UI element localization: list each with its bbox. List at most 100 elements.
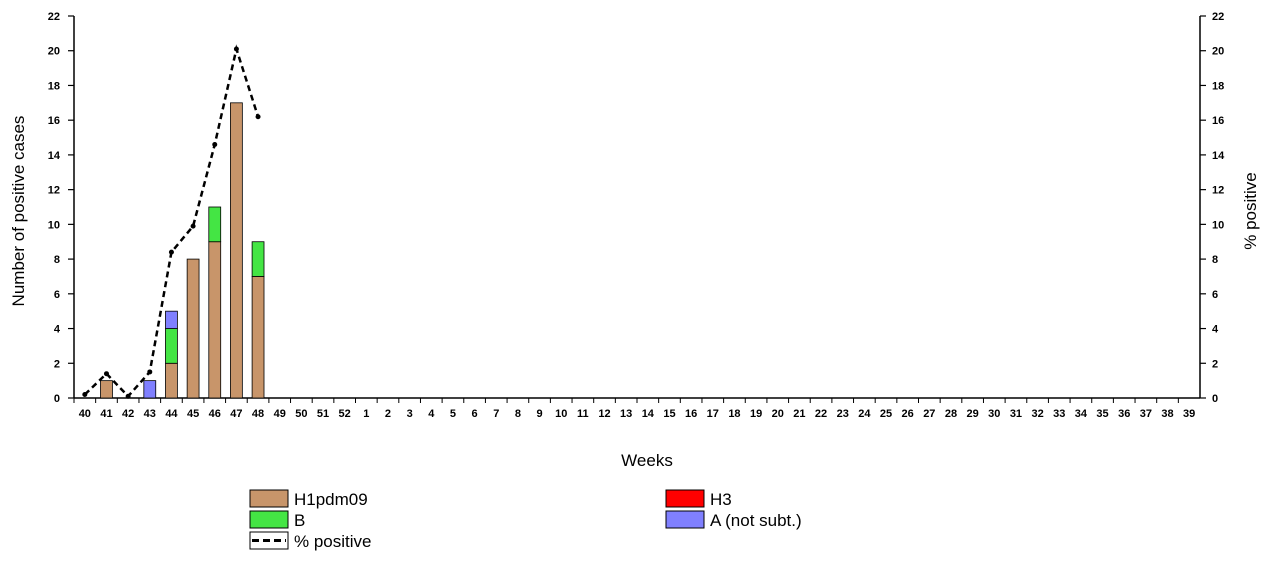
- percent-positive-point: [147, 369, 153, 375]
- bar-h1pdm09: [100, 380, 113, 399]
- percent-positive-point: [255, 114, 261, 120]
- x-tick-label: 37: [1140, 408, 1152, 420]
- y2-tick-label: 16: [1212, 115, 1224, 127]
- bar-b: [208, 206, 222, 243]
- percent-positive-point: [168, 249, 174, 255]
- x-tick-label: 27: [923, 408, 935, 420]
- x-tick-label: 22: [815, 408, 827, 420]
- x-tick-label: 40: [79, 408, 91, 420]
- percent-positive-point: [82, 392, 88, 398]
- x-tick-label: 41: [100, 408, 112, 420]
- x-tick-label: 4: [428, 408, 435, 420]
- x-tick-label: 43: [144, 408, 156, 420]
- x-tick-label: 26: [902, 408, 914, 420]
- y-tick-label: 4: [54, 324, 61, 336]
- legend-swatch-a-not-subt: [665, 510, 705, 529]
- x-tick-label: 11: [577, 408, 589, 420]
- y2-tick-label: 0: [1212, 393, 1218, 405]
- y2-tick-label: 12: [1212, 185, 1224, 197]
- percent-positive-point: [233, 46, 239, 52]
- bar-h1pdm09: [251, 276, 265, 399]
- x-tick-label: 31: [1010, 408, 1022, 420]
- x-tick-label: 36: [1118, 408, 1130, 420]
- bar-h1pdm09: [186, 258, 200, 399]
- x-tick-label: 10: [555, 408, 567, 420]
- x-tick-label: 6: [472, 408, 478, 420]
- legend-label-positive: % positive: [294, 532, 371, 551]
- x-tick-label: 18: [728, 408, 740, 420]
- x-tick-label: 48: [252, 408, 264, 420]
- percent-positive-point: [103, 371, 109, 377]
- x-tick-label: 29: [967, 408, 979, 420]
- x-tick-label: 34: [1075, 408, 1088, 420]
- y2-tick-label: 14: [1212, 150, 1225, 162]
- x-tick-label: 3: [407, 408, 413, 420]
- x-tick-label: 5: [450, 408, 456, 420]
- x-tick-label: 44: [165, 408, 178, 420]
- y2-tick-label: 20: [1212, 46, 1224, 58]
- y-tick-label: 22: [48, 11, 60, 23]
- x-tick-label: 9: [536, 408, 542, 420]
- y-tick-label: 20: [48, 46, 60, 58]
- y-axis-title: Number of positive cases: [9, 116, 28, 307]
- y2-tick-label: 6: [1212, 289, 1218, 301]
- legend-label-a-not-subt: A (not subt.): [710, 511, 802, 530]
- x-tick-label: 25: [880, 408, 892, 420]
- y-tick-label: 14: [48, 150, 61, 162]
- x-tick-label: 47: [230, 408, 242, 420]
- legend-swatch-h3: [665, 489, 705, 508]
- x-axis-title: Weeks: [621, 451, 673, 470]
- legend-swatch-h1pdm09: [249, 489, 289, 508]
- x-tick-label: 33: [1053, 408, 1065, 420]
- x-tick-label: 21: [793, 408, 805, 420]
- y-tick-label: 18: [48, 80, 60, 92]
- bar-h1pdm09: [165, 362, 178, 399]
- x-tick-label: 45: [187, 408, 199, 420]
- x-tick-label: 46: [209, 408, 221, 420]
- y2-tick-label: 8: [1212, 254, 1218, 266]
- x-tick-label: 1: [363, 408, 369, 420]
- y2-tick-label: 4: [1212, 324, 1219, 336]
- x-tick-label: 50: [295, 408, 307, 420]
- x-tick-label: 32: [1031, 408, 1043, 420]
- percent-positive-point: [125, 393, 131, 399]
- x-tick-label: 28: [945, 408, 957, 420]
- y-tick-label: 12: [48, 185, 60, 197]
- x-tick-label: 8: [515, 408, 521, 420]
- x-tick-label: 42: [122, 408, 134, 420]
- y2-tick-label: 2: [1212, 358, 1218, 370]
- x-tick-label: 30: [988, 408, 1000, 420]
- x-tick-label: 23: [837, 408, 849, 420]
- y2-tick-label: 22: [1212, 11, 1224, 23]
- bars: [100, 102, 265, 399]
- x-tick-label: 38: [1161, 408, 1173, 420]
- bar-a-not-subt: [165, 310, 178, 329]
- x-tick-label: 39: [1183, 408, 1195, 420]
- percent-positive-line: [82, 44, 261, 399]
- legend-swatch-b: [249, 510, 289, 529]
- bar-b: [165, 328, 178, 364]
- legend-label-h3: H3: [710, 490, 732, 509]
- x-tick-label: 17: [707, 408, 719, 420]
- y-tick-label: 10: [48, 219, 60, 231]
- x-tick-label: 16: [685, 408, 697, 420]
- x-tick-label: 13: [620, 408, 632, 420]
- x-tick-label: 7: [493, 408, 499, 420]
- y-tick-label: 0: [54, 393, 60, 405]
- bar-a-not-subt: [143, 380, 157, 399]
- x-tick-label: 20: [772, 408, 784, 420]
- y2-tick-label: 10: [1212, 219, 1224, 231]
- legend-label-b: B: [294, 511, 305, 530]
- y-tick-label: 16: [48, 115, 60, 127]
- x-tick-label: 35: [1096, 408, 1108, 420]
- x-tick-label: 14: [642, 408, 655, 420]
- legend-label-h1pdm09: H1pdm09: [294, 490, 368, 509]
- x-tick-label: 12: [598, 408, 610, 420]
- y-tick-label: 6: [54, 289, 60, 301]
- y2-tick-label: 18: [1212, 80, 1224, 92]
- bar-b: [251, 241, 265, 277]
- bar-h1pdm09: [208, 241, 222, 399]
- percent-positive-point: [212, 141, 218, 147]
